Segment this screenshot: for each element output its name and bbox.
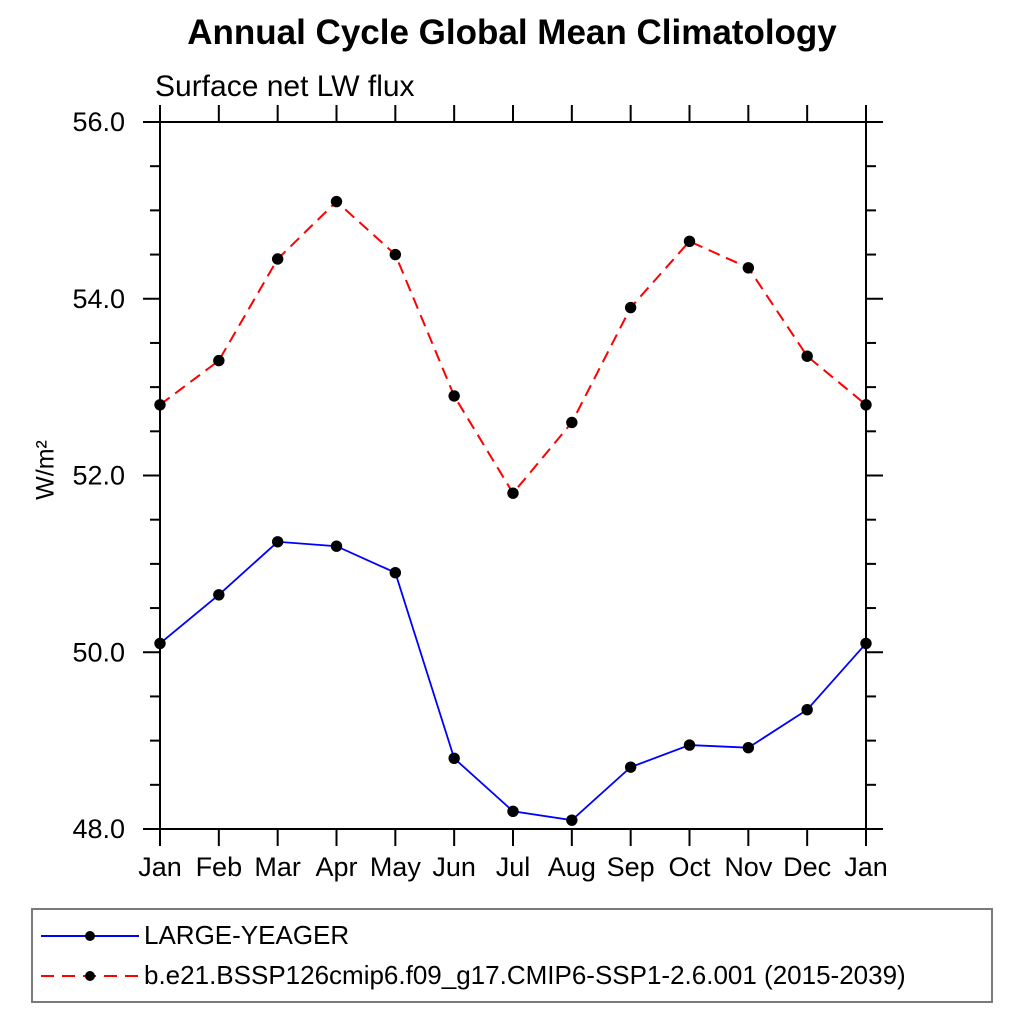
legend-label: LARGE-YEAGER [144, 920, 350, 950]
y-tick-label: 54.0 [72, 284, 125, 314]
x-tick-label: Jan [138, 852, 182, 882]
data-point [566, 814, 578, 826]
data-point [683, 739, 696, 751]
data-point [330, 540, 343, 552]
data-point [860, 399, 872, 411]
y-tick-label: 52.0 [72, 461, 125, 491]
legend-label: b.e21.BSSP126cmip6.f09_g17.CMIP6-SSP1-2.… [144, 960, 906, 990]
data-point [389, 567, 402, 579]
x-tick-label: Sep [607, 852, 655, 882]
x-tick-label: May [370, 852, 422, 882]
x-tick-label: Mar [254, 852, 301, 882]
x-tick-label: Jul [496, 852, 531, 882]
data-point [507, 805, 519, 818]
series-line-0 [159, 540, 867, 822]
y-tick-label: 56.0 [72, 107, 125, 137]
x-tick-label: Nov [724, 852, 773, 882]
data-point [389, 248, 402, 261]
legend-marker [85, 930, 95, 941]
data-point [860, 637, 872, 650]
x-tick-label: Aug [548, 852, 596, 882]
data-point [742, 741, 755, 754]
data-point [213, 354, 225, 367]
data-point [624, 761, 637, 773]
legend-item: LARGE-YEAGER [38, 919, 991, 952]
data-point [213, 589, 225, 601]
y-tick-label: 48.0 [72, 814, 125, 844]
y-tick-label: 50.0 [72, 637, 125, 667]
data-point [330, 195, 343, 208]
data-point [742, 262, 755, 274]
x-tick-label: Jan [844, 852, 888, 882]
data-point [271, 536, 284, 548]
data-point [801, 703, 813, 716]
legend-marker [85, 970, 95, 981]
data-point [801, 350, 813, 362]
x-tick-label: Jun [432, 852, 476, 882]
x-tick-label: Feb [196, 852, 243, 882]
data-point [448, 752, 460, 764]
series-line-1 [159, 200, 867, 495]
plot-frame [159, 121, 867, 830]
chart-subtitle: Surface net LW flux [155, 70, 415, 103]
data-point [624, 301, 637, 314]
legend-item: b.e21.BSSP126cmip6.f09_g17.CMIP6-SSP1-2.… [38, 959, 991, 992]
data-point [448, 390, 460, 402]
legend-line-sample-solid [41, 930, 139, 941]
data-point [507, 487, 519, 499]
x-tick-label: Apr [315, 852, 357, 882]
data-point [271, 253, 284, 265]
legend: LARGE-YEAGER b.e21.BSSP126cmip6.f09_g17.… [31, 908, 993, 1003]
legend-line-sample-dashed [41, 970, 139, 981]
data-point [683, 235, 696, 248]
data-point [154, 637, 166, 650]
chart-title: Annual Cycle Global Mean Climatology [187, 13, 837, 52]
data-point [154, 399, 166, 411]
data-point [566, 416, 578, 429]
x-tick-label: Oct [668, 852, 711, 882]
x-tick-label: Dec [783, 852, 831, 882]
